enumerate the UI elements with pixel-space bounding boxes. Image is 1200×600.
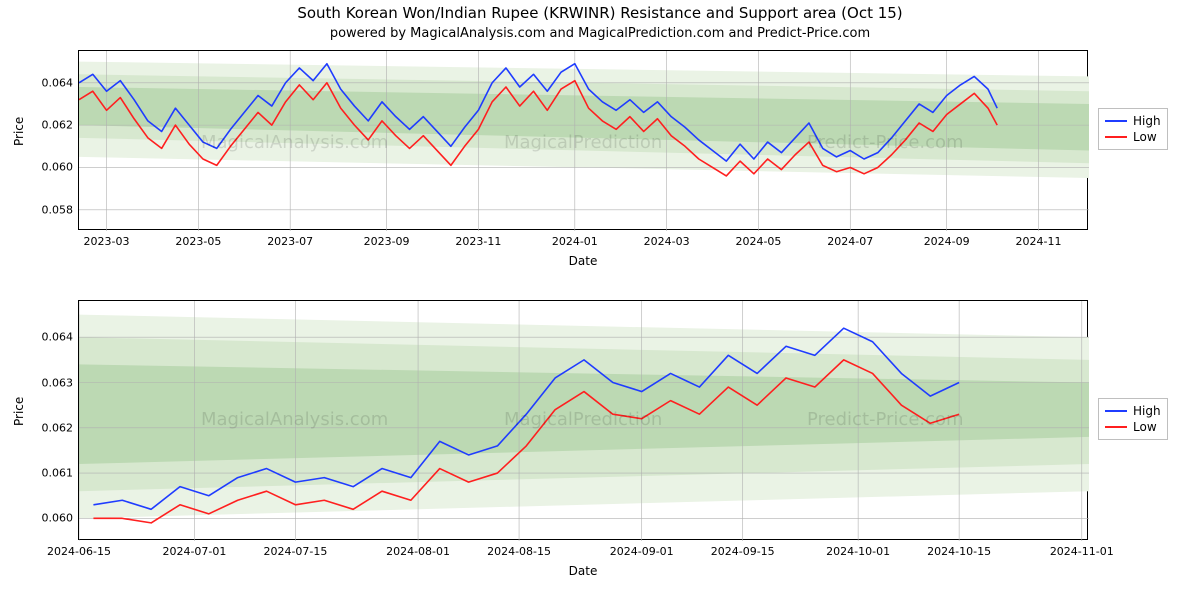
x-tick-label: 2024-10-01 [826,539,890,558]
x-tick-label: 2024-03 [644,229,690,248]
y-tick-label: 0.058 [42,203,80,216]
y-tick-label: 0.061 [42,467,80,480]
y-axis-label: Price [12,132,26,146]
y-axis-label: Price [12,412,26,426]
y-tick-label: 0.063 [42,376,80,389]
y-tick-label: 0.060 [42,512,80,525]
x-tick-label: 2024-09 [924,229,970,248]
legend-swatch-high [1105,120,1127,122]
x-tick-label: 2024-09-01 [610,539,674,558]
y-tick-label: 0.064 [42,331,80,344]
legend-swatch-low [1105,136,1127,138]
x-tick-label: 2023-05 [175,229,221,248]
x-tick-label: 2024-09-15 [711,539,775,558]
chart-page: South Korean Won/Indian Rupee (KRWINR) R… [0,0,1200,600]
bottom-chart-panel: MagicalAnalysis.comMagicalPredictionPred… [78,300,1088,540]
x-tick-label: 2024-07-01 [162,539,226,558]
x-tick-label: 2024-05 [735,229,781,248]
x-axis-label: Date [78,254,1088,268]
x-tick-label: 2024-11-01 [1050,539,1114,558]
legend: High Low [1098,398,1168,440]
x-axis-label: Date [78,564,1088,578]
page-title: South Korean Won/Indian Rupee (KRWINR) R… [0,4,1200,22]
legend-swatch-low [1105,426,1127,428]
x-tick-label: 2024-08-15 [487,539,551,558]
legend-item-high: High [1105,403,1161,419]
x-tick-label: 2024-01 [552,229,598,248]
legend-label-low: Low [1133,419,1157,435]
x-tick-label: 2024-06-15 [47,539,111,558]
x-tick-label: 2024-10-15 [927,539,991,558]
legend-item-high: High [1105,113,1161,129]
x-tick-label: 2024-07-15 [263,539,327,558]
x-tick-label: 2023-09 [364,229,410,248]
page-subtitle: powered by MagicalAnalysis.com and Magic… [0,26,1200,41]
x-tick-label: 2024-08-01 [386,539,450,558]
x-tick-label: 2023-03 [84,229,130,248]
legend-swatch-high [1105,410,1127,412]
legend-label-low: Low [1133,129,1157,145]
legend: High Low [1098,108,1168,150]
y-tick-label: 0.062 [42,119,80,132]
y-tick-label: 0.064 [42,76,80,89]
bottom-chart-svg [79,301,1089,541]
x-tick-label: 2024-07 [827,229,873,248]
x-tick-label: 2023-07 [267,229,313,248]
legend-item-low: Low [1105,419,1161,435]
legend-label-high: High [1133,403,1161,419]
y-tick-label: 0.060 [42,161,80,174]
x-tick-label: 2024-11 [1016,229,1062,248]
legend-item-low: Low [1105,129,1161,145]
y-tick-label: 0.062 [42,421,80,434]
x-tick-label: 2023-11 [455,229,501,248]
top-chart-svg [79,51,1089,231]
top-chart-panel: MagicalAnalysis.comMagicalPredictionPred… [78,50,1088,230]
legend-label-high: High [1133,113,1161,129]
